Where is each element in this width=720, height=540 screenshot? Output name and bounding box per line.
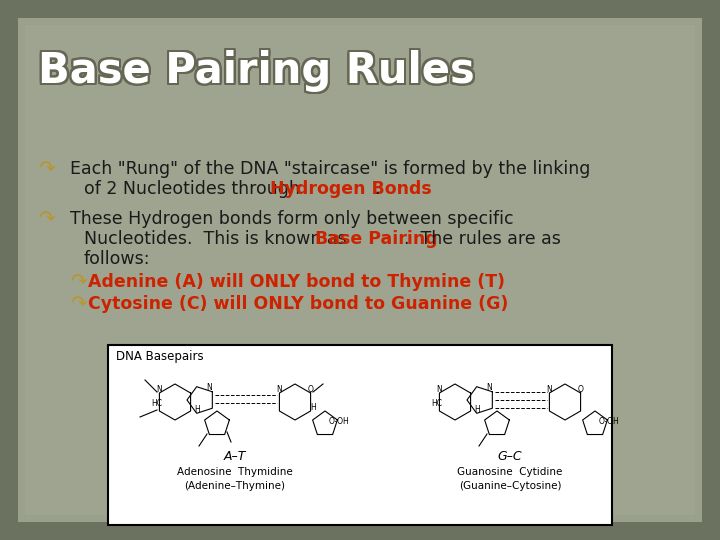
Text: follows:: follows: [84, 250, 150, 268]
Text: Base Pairing Rules: Base Pairing Rules [38, 50, 474, 92]
Text: O: O [578, 386, 584, 395]
Text: Base Pairing Rules: Base Pairing Rules [38, 48, 474, 90]
Text: DNA Basepairs: DNA Basepairs [116, 350, 204, 363]
Text: N: N [206, 383, 212, 393]
Text: N: N [276, 386, 282, 395]
Text: Base Pairing Rules: Base Pairing Rules [36, 52, 473, 94]
Text: HC: HC [151, 400, 163, 408]
Text: Guanosine  Cytidine: Guanosine Cytidine [457, 467, 563, 477]
Text: Each "Rung" of the DNA "staircase" is formed by the linking: Each "Rung" of the DNA "staircase" is fo… [70, 160, 590, 178]
Text: O-OH: O-OH [328, 417, 349, 427]
Text: H: H [474, 406, 480, 415]
Text: Nucleotides.  This is known as: Nucleotides. This is known as [84, 230, 352, 248]
Text: Hydrogen Bonds: Hydrogen Bonds [270, 180, 432, 198]
Text: .  The rules are as: . The rules are as [404, 230, 561, 248]
Text: O: O [308, 386, 314, 395]
Bar [108, 345, 612, 525]
Text: (Adenine–Thymine): (Adenine–Thymine) [184, 481, 286, 491]
Text: G–C: G–C [498, 450, 522, 463]
Text: of 2 Nucleotides through: of 2 Nucleotides through [84, 180, 305, 198]
Text: Adenosine  Thymidine: Adenosine Thymidine [177, 467, 293, 477]
Text: Base Pairing Rules: Base Pairing Rules [39, 48, 476, 90]
Text: ↷: ↷ [38, 160, 55, 179]
Text: Base Pairing Rules: Base Pairing Rules [36, 51, 473, 93]
Text: HC: HC [431, 400, 443, 408]
Text: Base Pairing: Base Pairing [315, 230, 437, 248]
Text: H: H [310, 402, 316, 411]
Text: Base Pairing Rules: Base Pairing Rules [36, 48, 473, 90]
Text: A–T: A–T [224, 450, 246, 463]
Text: (Guanine–Cytosine): (Guanine–Cytosine) [459, 481, 562, 491]
Text: ↷: ↷ [38, 210, 55, 229]
Text: Base Pairing Rules: Base Pairing Rules [37, 52, 474, 94]
Text: Base Pairing Rules: Base Pairing Rules [38, 52, 474, 94]
Text: ↷: ↷ [70, 273, 87, 292]
Text: Base Pairing Rules: Base Pairing Rules [40, 51, 477, 93]
Text: Base Pairing Rules: Base Pairing Rules [40, 49, 477, 91]
Text: Base Pairing Rules: Base Pairing Rules [36, 50, 473, 92]
Text: These Hydrogen bonds form only between specific: These Hydrogen bonds form only between s… [70, 210, 513, 228]
Text: Base Pairing Rules: Base Pairing Rules [40, 52, 477, 94]
Text: Base Pairing Rules: Base Pairing Rules [40, 48, 477, 90]
Text: N: N [546, 386, 552, 395]
Text: N: N [436, 386, 442, 395]
Text: O-OH: O-OH [598, 417, 619, 427]
Text: N: N [486, 383, 492, 393]
Text: Base Pairing Rules: Base Pairing Rules [40, 50, 477, 92]
Text: Cytosine (C) will ONLY bond to Guanine (G): Cytosine (C) will ONLY bond to Guanine (… [88, 295, 508, 313]
Text: ↷: ↷ [70, 295, 87, 314]
Text: .: . [374, 180, 379, 198]
Text: H: H [194, 406, 200, 415]
Text: Adenine (A) will ONLY bond to Thymine (T): Adenine (A) will ONLY bond to Thymine (T… [88, 273, 505, 291]
Text: N: N [156, 386, 162, 395]
Text: Base Pairing Rules: Base Pairing Rules [36, 49, 473, 91]
Text: Base Pairing Rules: Base Pairing Rules [37, 48, 474, 90]
Text: Base Pairing Rules: Base Pairing Rules [39, 52, 476, 94]
